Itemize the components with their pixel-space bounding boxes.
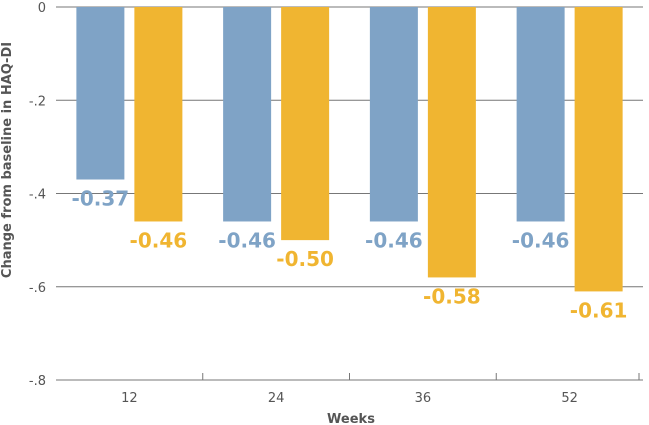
bar (369, 7, 418, 222)
x-tick-label: 36 (415, 391, 432, 406)
y-tick-label: -.2 (29, 94, 46, 109)
data-label: -0.37 (72, 187, 130, 211)
data-label: -0.50 (276, 247, 334, 271)
data-label: -0.46 (365, 228, 423, 252)
bars (76, 7, 623, 292)
x-axis (202, 373, 640, 380)
data-label: -0.58 (423, 284, 481, 308)
y-tick-label: -.8 (29, 374, 46, 389)
data-label: -0.46 (512, 228, 570, 252)
bar (223, 7, 272, 222)
x-tick-label: 12 (121, 391, 138, 406)
bar (281, 7, 330, 241)
bar (427, 7, 476, 278)
data-labels: -0.37-0.46 -0.46 -0.46-0.46-0.50-0.58-0.61 (72, 187, 628, 323)
y-tick-label: -.6 (29, 281, 46, 296)
x-axis-ticks: 12 24 36 52 (121, 391, 578, 406)
y-axis-ticks: 0 -.2 -.4 -.6 -.8 (29, 1, 46, 389)
bar (516, 7, 565, 222)
x-tick-label: 52 (561, 391, 578, 406)
bar (574, 7, 623, 292)
data-label: -0.46 (130, 228, 188, 252)
bar (76, 7, 125, 180)
y-axis-title: Change from baseline in HAQ-DI (0, 42, 15, 278)
data-label: -0.61 (570, 298, 628, 322)
data-label: -0.46 (218, 228, 276, 252)
x-axis-title: Weeks (327, 412, 375, 425)
y-tick-label: 0 (38, 1, 46, 16)
bar (134, 7, 183, 222)
y-tick-label: -.4 (29, 188, 46, 203)
x-tick-label: 24 (268, 391, 285, 406)
